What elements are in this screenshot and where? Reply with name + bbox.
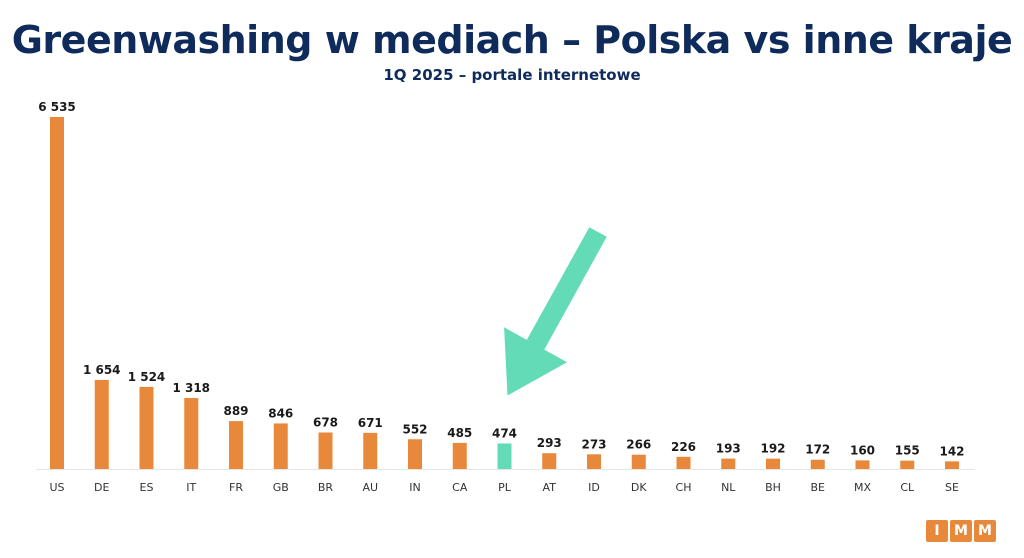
bar-id xyxy=(587,454,601,469)
value-label-it: 1 318 xyxy=(172,381,210,395)
value-label-us: 6 535 xyxy=(38,100,76,114)
arrow-shape xyxy=(504,227,607,396)
bar-at xyxy=(542,453,557,469)
x-tick-br: BR xyxy=(318,481,334,494)
value-label-pl: 474 xyxy=(492,426,517,440)
logo-letter-m1: M xyxy=(950,520,972,542)
x-tick-dk: DK xyxy=(631,481,647,494)
x-tick-ch: CH xyxy=(676,481,692,494)
x-tick-us: US xyxy=(49,481,64,494)
highlight-arrow xyxy=(504,227,607,396)
bar-ca xyxy=(452,442,467,469)
bar-us xyxy=(50,117,64,469)
bar-be xyxy=(810,459,825,469)
x-tick-se: SE xyxy=(945,481,959,494)
bar-cl xyxy=(900,460,915,469)
x-tick-pl: PL xyxy=(498,481,512,494)
x-tick-it: IT xyxy=(186,481,196,494)
x-tick-nl: NL xyxy=(721,481,736,494)
bar-in xyxy=(408,439,422,469)
value-label-bh: 192 xyxy=(760,442,785,456)
value-label-be: 172 xyxy=(805,443,830,457)
value-label-se: 142 xyxy=(939,444,964,458)
x-tick-es: ES xyxy=(140,481,154,494)
x-tick-cl: CL xyxy=(900,481,915,494)
value-label-cl: 155 xyxy=(895,444,920,458)
x-tick-gb: GB xyxy=(273,481,289,494)
x-tick-au: AU xyxy=(362,481,378,494)
x-tick-in: IN xyxy=(409,481,420,494)
value-label-dk: 266 xyxy=(626,438,651,452)
imm-logo: I M M xyxy=(926,520,996,542)
bar-dk xyxy=(631,454,646,469)
value-labels-layer: 6 535 1 654 1 524 1 318 889 846 678 671 552 485 47… xyxy=(38,100,964,458)
bar-de xyxy=(94,379,109,469)
x-tick-be: BE xyxy=(811,481,826,494)
logo-letter-m2: M xyxy=(974,520,996,542)
bar-bh xyxy=(766,458,780,469)
value-label-au: 671 xyxy=(358,416,383,430)
bar-br xyxy=(318,432,333,469)
bar-mx xyxy=(855,460,870,469)
x-tick-at: AT xyxy=(543,481,557,494)
bars-layer xyxy=(36,117,975,470)
bar-ch xyxy=(676,456,691,469)
value-label-de: 1 654 xyxy=(83,363,121,377)
bar-nl xyxy=(721,458,736,469)
x-tick-id: ID xyxy=(588,481,600,494)
value-label-mx: 160 xyxy=(850,443,875,457)
value-label-fr: 889 xyxy=(223,404,248,418)
chart-subtitle: 1Q 2025 – portale internetowe xyxy=(383,66,641,84)
value-label-nl: 193 xyxy=(716,442,741,456)
bar-fr xyxy=(229,421,243,469)
chart-title: Greenwashing w mediach – Polska vs inne … xyxy=(11,18,1013,62)
logo-letter-i: I xyxy=(926,520,948,542)
value-label-gb: 846 xyxy=(268,406,293,420)
bar-es xyxy=(139,386,154,469)
x-tick-fr: FR xyxy=(229,481,243,494)
x-tick-bh: BH xyxy=(765,481,781,494)
value-label-at: 293 xyxy=(537,436,562,450)
bar-it xyxy=(184,398,199,469)
value-label-br: 678 xyxy=(313,415,338,429)
x-tick-mx: MX xyxy=(854,481,871,494)
x-tick-ca: CA xyxy=(452,481,468,494)
x-tick-labels-layer: US DE ES IT FR GB BR AU IN CA PL AT ID DK CH NL BH BE MX CL… xyxy=(49,481,959,494)
value-label-ch: 226 xyxy=(671,440,696,454)
bar-au xyxy=(363,432,378,469)
bar-se xyxy=(945,461,959,469)
bar-pl xyxy=(497,443,512,469)
x-tick-de: DE xyxy=(94,481,109,494)
value-label-es: 1 524 xyxy=(128,370,166,384)
value-label-in: 552 xyxy=(402,422,427,436)
value-label-ca: 485 xyxy=(447,426,472,440)
value-label-id: 273 xyxy=(581,437,606,451)
bar-gb xyxy=(273,423,288,469)
